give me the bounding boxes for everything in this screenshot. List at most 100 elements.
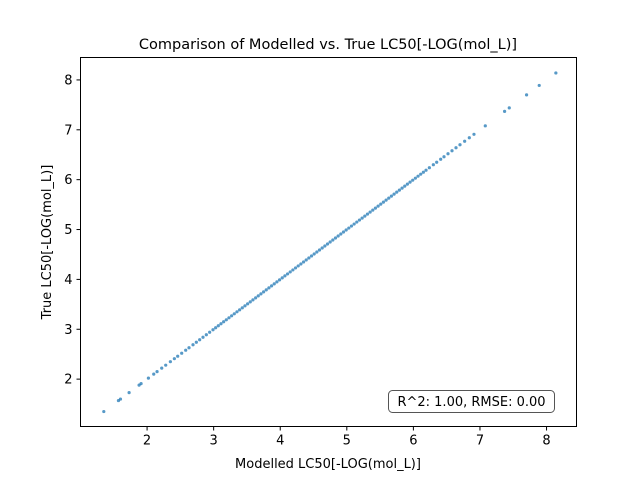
data-point (333, 236, 338, 240)
data-point (502, 109, 507, 113)
data-point (323, 244, 327, 248)
y-tick-label: 8 (64, 73, 72, 88)
data-point (442, 155, 446, 159)
data-point (168, 360, 172, 364)
data-point (424, 168, 428, 172)
annotation-box (388, 390, 555, 413)
data-point (261, 290, 266, 294)
data-point (246, 302, 250, 306)
annotation-text: R^2: 1.00, RMSE: 0.00 (397, 395, 545, 410)
y-tick-label: 4 (64, 273, 72, 288)
data-point (439, 157, 443, 161)
data-point (118, 397, 123, 401)
y-axis-label: True LC50[-LOG(mol_L)] (40, 165, 55, 321)
x-tick-label: 5 (343, 434, 351, 449)
data-point (152, 372, 156, 376)
data-point (554, 71, 558, 75)
data-point (146, 376, 151, 380)
data-point (272, 282, 276, 286)
data-point (224, 318, 228, 322)
data-point (230, 314, 234, 318)
data-point (320, 246, 324, 250)
data-point (403, 184, 407, 188)
data-point (413, 176, 417, 180)
data-point (416, 174, 420, 178)
data-point (214, 326, 218, 330)
data-point (365, 212, 370, 216)
data-point (376, 204, 380, 208)
data-point (240, 306, 244, 310)
data-point (421, 170, 425, 174)
data-point (339, 232, 343, 236)
data-point (368, 210, 372, 214)
data-point (507, 106, 511, 110)
data-point (198, 338, 202, 342)
data-point (472, 132, 476, 136)
data-point (291, 268, 295, 272)
data-point (446, 152, 450, 156)
metrics-annotation: R^2: 1.00, RMSE: 0.00 (388, 390, 555, 413)
data-point (537, 83, 541, 88)
data-point (283, 274, 287, 278)
data-point (235, 310, 239, 314)
data-point (180, 351, 184, 355)
data-point (299, 262, 303, 266)
data-point (349, 224, 354, 228)
data-point (395, 190, 399, 194)
data-point (127, 390, 131, 395)
data-point (216, 324, 220, 328)
data-point (405, 182, 409, 186)
data-point (347, 226, 351, 230)
data-point (191, 343, 195, 347)
data-point (253, 296, 258, 300)
data-point (312, 252, 316, 256)
data-point (139, 382, 143, 386)
data-point (256, 294, 260, 298)
data-point (427, 166, 431, 170)
data-point (285, 272, 290, 276)
data-point (371, 208, 375, 212)
data-point (208, 330, 212, 334)
data-point (408, 180, 412, 184)
data-point (483, 124, 487, 128)
y-tick-label: 3 (64, 323, 72, 338)
data-point (172, 357, 176, 361)
data-point (248, 300, 252, 304)
data-point (227, 316, 231, 320)
data-point (194, 340, 198, 344)
data-point (232, 312, 236, 316)
data-point (155, 370, 159, 374)
x-tick-label: 3 (210, 434, 218, 449)
data-point (458, 143, 462, 147)
data-point (344, 228, 348, 232)
data-point (450, 149, 454, 153)
data-point (160, 366, 164, 370)
data-point (341, 230, 346, 234)
y-tick-label: 6 (64, 173, 72, 188)
data-point (251, 298, 255, 302)
x-axis: 2 3 4 5 6 7 8 (143, 426, 551, 449)
data-point (309, 254, 314, 258)
data-point (357, 218, 362, 222)
data-point (280, 276, 284, 280)
data-point (336, 234, 340, 238)
data-point (360, 216, 364, 220)
x-tick-label: 7 (476, 434, 484, 449)
chart-title: Comparison of Modelled vs. True LC50[-LO… (139, 37, 517, 53)
x-tick-label: 4 (276, 434, 284, 449)
data-point (102, 409, 106, 414)
data-point (389, 194, 394, 198)
data-point (400, 186, 404, 190)
data-point (277, 278, 282, 282)
data-point (467, 136, 471, 140)
x-tick-label: 2 (143, 434, 151, 449)
data-point (201, 335, 205, 339)
scatter-points (102, 71, 558, 414)
data-point (325, 242, 330, 246)
data-point (373, 206, 378, 210)
data-point (275, 280, 279, 284)
x-axis-label: Modelled LC50[-LOG(mol_L)] (235, 457, 421, 472)
data-point (315, 250, 319, 254)
data-point (293, 266, 298, 270)
